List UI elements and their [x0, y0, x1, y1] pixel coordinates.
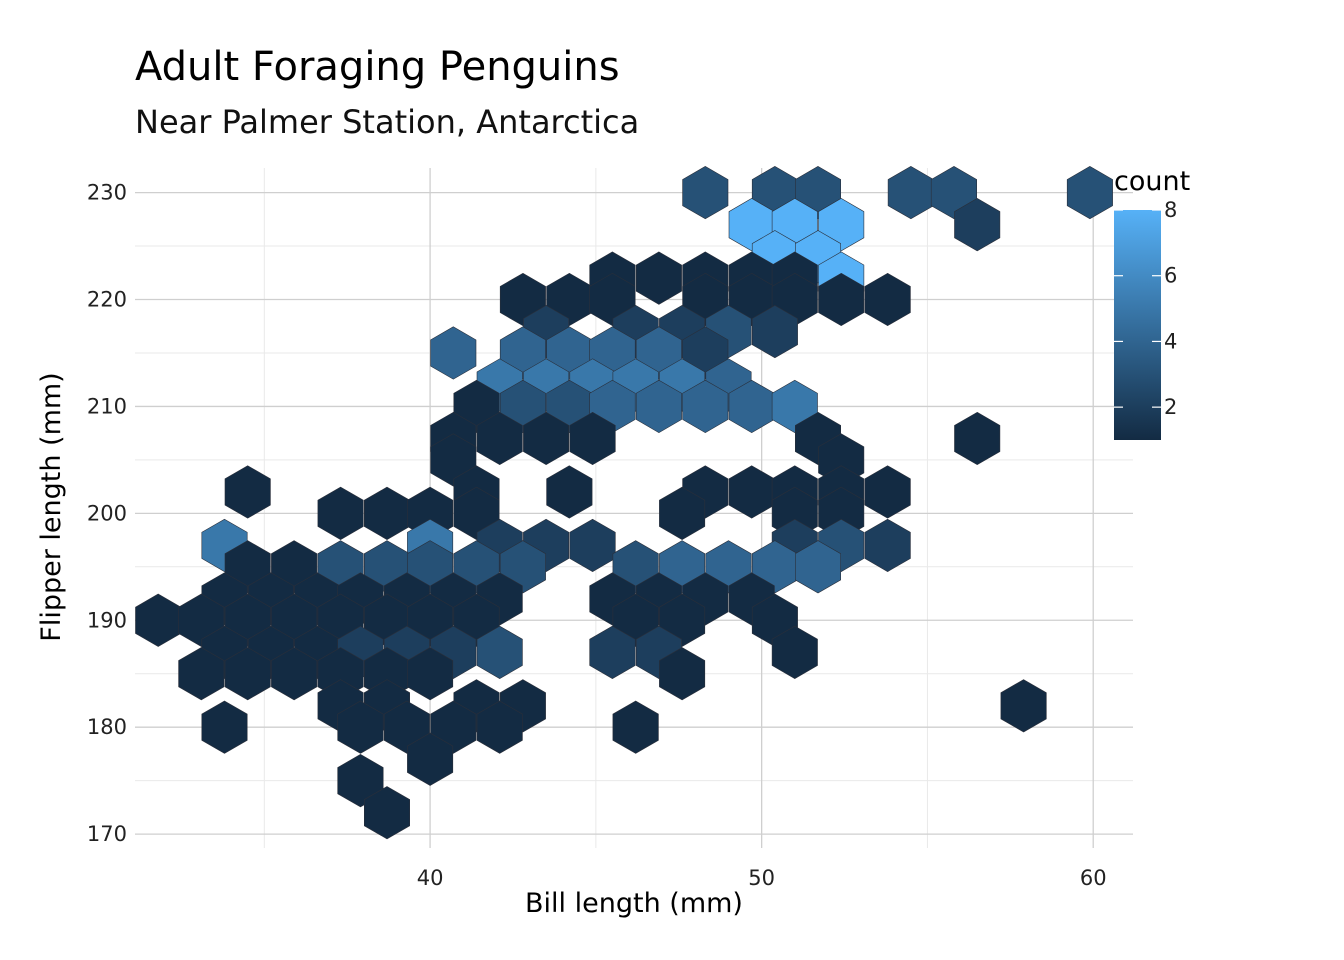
hex-bin: [363, 486, 411, 540]
hex-bin: [864, 465, 911, 519]
hex-bin: [569, 411, 616, 466]
hex-bin: [224, 465, 271, 519]
hex-bin: [635, 251, 682, 305]
hex-bin: [589, 625, 636, 679]
hex-bin: [864, 518, 911, 572]
hex-bin: [407, 732, 454, 786]
x-tick-label: 40: [417, 866, 444, 890]
hex-bin: [337, 700, 384, 754]
legend-tick-label: 8: [1164, 198, 1177, 222]
y-tick-label: 190: [87, 608, 127, 632]
hex-bin: [317, 486, 364, 540]
legend-tick-label: 4: [1164, 329, 1177, 353]
x-axis-title: Bill length (mm): [525, 888, 743, 919]
hex-bin: [476, 700, 523, 754]
hex-bin: [864, 272, 911, 327]
y-tick-label: 200: [87, 501, 127, 525]
hex-bin: [546, 465, 593, 519]
hex-bin: [430, 326, 477, 380]
hex-bin: [271, 647, 318, 701]
legend-tick-label: 6: [1164, 264, 1177, 288]
legend-colorbar: [1114, 210, 1161, 440]
hex-bin: [476, 411, 523, 466]
hex-bin: [751, 305, 798, 359]
hex-bin: [407, 647, 454, 701]
x-tick-label: 60: [1080, 866, 1107, 890]
hex-bin: [887, 166, 934, 220]
hex-bin: [1066, 166, 1113, 220]
hex-bins: [135, 166, 1113, 840]
hex-bin: [635, 379, 682, 434]
chart-title: Adult Foraging Penguins: [135, 44, 620, 90]
hex-bin: [476, 625, 523, 679]
x-axis-ticks: 40 50 60: [417, 866, 1107, 890]
y-tick-label: 210: [87, 394, 127, 418]
hex-bin: [818, 272, 865, 327]
x-tick-label: 50: [748, 866, 775, 890]
chart-subtitle: Near Palmer Station, Antarctica: [135, 103, 639, 141]
hex-bin: [794, 540, 842, 594]
hex-bin: [569, 518, 616, 572]
y-axis-title: Flipper length (mm): [36, 372, 67, 641]
y-tick-label: 230: [87, 181, 127, 205]
hex-bin: [954, 198, 1001, 252]
hex-bin: [135, 593, 182, 647]
hex-bin: [337, 754, 384, 808]
legend-title: count: [1114, 166, 1190, 197]
hex-bin: [1000, 679, 1047, 733]
hex-bin: [178, 647, 225, 701]
legend-tick-label: 2: [1164, 395, 1177, 419]
hex-bin: [201, 700, 248, 754]
hex-bin: [612, 700, 659, 754]
y-tick-label: 220: [87, 288, 127, 312]
hex-bin: [224, 647, 271, 701]
y-tick-label: 170: [87, 822, 127, 846]
hex-bin: [682, 166, 729, 220]
hex-bin: [363, 786, 411, 840]
y-axis-ticks: 170 180 190 200 210 220 230: [87, 181, 127, 847]
hex-bin: [659, 647, 706, 701]
hex-bin: [954, 411, 1001, 466]
hex-bin: [771, 625, 818, 679]
y-tick-label: 180: [87, 715, 127, 739]
legend-ticks: 2 4 6 8: [1114, 198, 1177, 419]
hex-bin: [682, 379, 729, 434]
hex-bin: [659, 486, 706, 540]
hex-bin: [523, 411, 570, 466]
hex-bin: [728, 465, 775, 519]
color-legend: count 2 4 6 8: [1114, 166, 1190, 440]
